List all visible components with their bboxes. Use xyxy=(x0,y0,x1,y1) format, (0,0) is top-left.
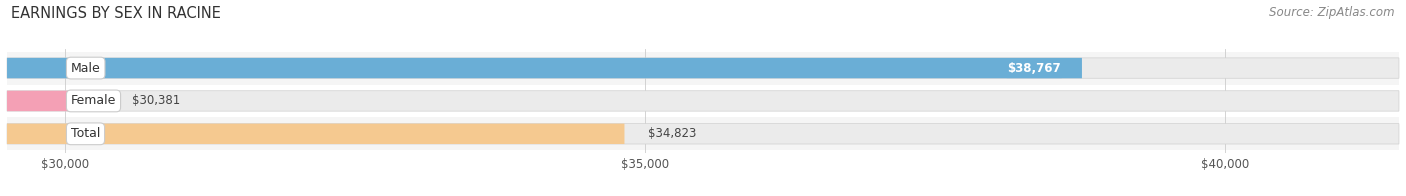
Text: $30,381: $30,381 xyxy=(132,94,180,107)
FancyBboxPatch shape xyxy=(7,58,1399,78)
Bar xyxy=(7,52,1399,84)
Bar xyxy=(7,117,1399,150)
Text: Female: Female xyxy=(70,94,117,107)
FancyBboxPatch shape xyxy=(7,91,1399,111)
FancyBboxPatch shape xyxy=(7,124,624,144)
Text: Total: Total xyxy=(70,127,100,140)
Bar xyxy=(7,84,1399,117)
Text: Source: ZipAtlas.com: Source: ZipAtlas.com xyxy=(1270,6,1395,19)
FancyBboxPatch shape xyxy=(7,58,1083,78)
FancyBboxPatch shape xyxy=(7,124,1399,144)
Text: $38,767: $38,767 xyxy=(1008,62,1062,74)
FancyBboxPatch shape xyxy=(7,91,110,111)
Text: Male: Male xyxy=(70,62,101,74)
Text: $34,823: $34,823 xyxy=(648,127,696,140)
Text: EARNINGS BY SEX IN RACINE: EARNINGS BY SEX IN RACINE xyxy=(11,6,221,21)
